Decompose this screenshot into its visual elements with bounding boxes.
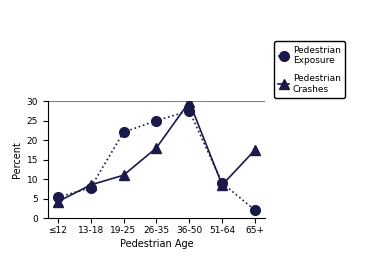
Y-axis label: Percent: Percent bbox=[13, 141, 22, 178]
Legend: Pedestrian
Exposure, Pedestrian
Crashes: Pedestrian Exposure, Pedestrian Crashes bbox=[274, 41, 345, 98]
X-axis label: Pedestrian Age: Pedestrian Age bbox=[120, 239, 193, 249]
